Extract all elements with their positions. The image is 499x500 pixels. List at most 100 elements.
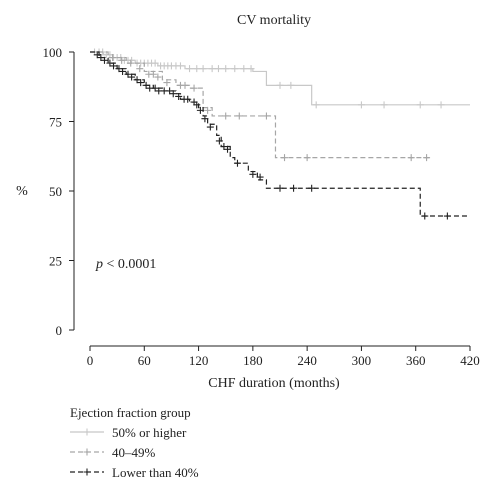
legend-swatch-censor [83, 448, 91, 456]
censor-mark [151, 59, 159, 67]
censor-mark [380, 101, 388, 109]
x-axis-label: CHF duration (months) [208, 376, 340, 391]
censor-mark [233, 159, 241, 167]
censor-mark [308, 184, 316, 192]
censor-mark [222, 112, 230, 120]
series-1 [90, 48, 470, 109]
censor-mark [115, 65, 123, 73]
censor-mark [109, 54, 117, 62]
censor-mark [208, 65, 216, 73]
censor-mark [204, 106, 212, 114]
censor-mark [247, 65, 255, 73]
censor-mark [119, 67, 127, 75]
censor-mark [437, 101, 445, 109]
x-tick-label: 180 [243, 353, 263, 368]
censor-mark [137, 79, 145, 87]
censor-mark [231, 65, 239, 73]
y-tick-label: 25 [49, 254, 62, 269]
censor-mark [169, 90, 177, 98]
censor-mark [206, 123, 214, 131]
legend-item-3: Lower than 40% [70, 465, 199, 480]
y-tick-label: 100 [43, 45, 63, 60]
censor-mark [118, 56, 126, 64]
censor-mark [281, 154, 289, 162]
censor-mark [201, 115, 209, 123]
censor-mark [110, 62, 118, 70]
censor-mark [240, 65, 248, 73]
censor-mark [222, 65, 230, 73]
survival-step-line [90, 51, 430, 159]
x-tick-label: 0 [87, 353, 94, 368]
legend-swatch-censor [83, 428, 91, 436]
censor-mark [184, 95, 192, 103]
censor-mark [163, 79, 171, 87]
legend-item-1: 50% or higher [70, 425, 187, 440]
censor-mark [193, 101, 201, 109]
x-tick-label: 300 [352, 353, 372, 368]
censor-mark [193, 65, 201, 73]
censor-mark [136, 65, 144, 73]
censor-mark [97, 54, 105, 62]
censor-mark [235, 112, 243, 120]
legend-title: Ejection fraction group [70, 405, 191, 420]
censor-mark [133, 76, 141, 84]
x-tick-label: 420 [460, 353, 480, 368]
censor-mark [100, 56, 108, 64]
censor-mark [262, 112, 270, 120]
censor-mark [142, 81, 150, 89]
censor-mark [190, 84, 198, 92]
survival-step-line [90, 51, 470, 217]
x-tick-label: 360 [406, 353, 426, 368]
y-tick-label: 75 [49, 115, 62, 130]
censor-mark [154, 73, 162, 81]
series-2 [90, 51, 431, 162]
y-tick-label: 0 [56, 323, 63, 338]
censor-mark [276, 184, 284, 192]
censor-mark [249, 170, 257, 178]
censor-mark [199, 65, 207, 73]
censor-mark [421, 212, 429, 220]
censor-mark [357, 101, 365, 109]
censor-mark [443, 212, 451, 220]
censor-mark [128, 73, 136, 81]
x-axis: 0 60 120 180 240 300 360 420 [87, 345, 480, 368]
censor-mark [106, 59, 114, 67]
censor-mark [220, 143, 228, 151]
series-3 [90, 51, 470, 220]
legend-label: 40–49% [112, 445, 156, 460]
p-value-annotation: p < 0.0001 [95, 257, 156, 272]
y-tick-label: 50 [49, 184, 62, 199]
censor-mark [407, 154, 415, 162]
censor-mark [224, 145, 232, 153]
legend-item-2: 40–49% [70, 445, 156, 460]
censor-mark [124, 70, 132, 78]
censor-mark [151, 84, 159, 92]
legend-label: Lower than 40% [112, 465, 199, 480]
censor-mark [290, 184, 298, 192]
chart-title: CV mortality [237, 13, 311, 28]
censor-mark [175, 92, 183, 100]
censor-mark [166, 87, 174, 95]
legend-swatch-censor [83, 468, 91, 476]
censor-mark [127, 59, 135, 67]
y-axis-label: % [16, 184, 28, 199]
survival-curves [90, 48, 470, 220]
censor-mark [287, 81, 295, 89]
censor-mark [214, 65, 222, 73]
censor-mark [149, 70, 157, 78]
censor-mark [416, 101, 424, 109]
censor-mark [176, 62, 184, 70]
censor-mark [303, 154, 311, 162]
legend-label: 50% or higher [112, 425, 187, 440]
censor-mark [312, 101, 320, 109]
x-tick-label: 60 [138, 353, 151, 368]
censor-mark [256, 173, 264, 181]
censor-mark [276, 81, 284, 89]
censor-mark [186, 65, 194, 73]
censor-mark [93, 51, 101, 59]
censor-mark [196, 106, 204, 114]
censor-mark [215, 137, 223, 145]
x-tick-label: 240 [297, 353, 317, 368]
x-tick-label: 120 [189, 353, 209, 368]
